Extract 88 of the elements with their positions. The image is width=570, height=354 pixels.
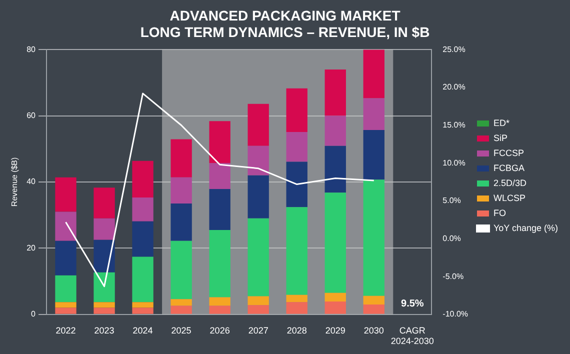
bar	[209, 297, 230, 306]
bar	[55, 275, 76, 302]
x-tick-label: 2027	[248, 325, 268, 336]
bar	[286, 207, 308, 295]
y2-tick-label: 15.0%	[442, 120, 466, 130]
y-tick-label: 60	[26, 111, 36, 120]
legend-label: ED*	[494, 118, 510, 128]
bar	[170, 306, 192, 314]
legend-label: FCCSP	[494, 148, 524, 158]
bar	[132, 256, 154, 302]
bar	[248, 104, 269, 146]
x-tick-label: 2022	[56, 325, 76, 336]
bar	[286, 162, 308, 208]
y2-tick-label: 25.0%	[442, 44, 466, 54]
bar	[363, 296, 384, 304]
bar	[170, 204, 192, 241]
bar	[132, 221, 154, 257]
bar	[132, 308, 154, 314]
y2-tick-label: -10.0%	[442, 310, 468, 319]
bar	[286, 294, 308, 302]
legend-label: WLCSP	[494, 192, 526, 203]
bar	[324, 292, 346, 302]
legend-label: FCBGA	[494, 162, 525, 173]
bar	[286, 302, 308, 314]
bar	[209, 306, 230, 314]
bar	[94, 240, 115, 272]
bar	[324, 192, 346, 293]
legend-label: 2.5D/3D	[494, 178, 528, 188]
bar	[286, 88, 308, 132]
x-tick-label: CAGR 2024-2030	[390, 325, 434, 346]
bar	[248, 175, 269, 218]
bar	[248, 218, 269, 296]
x-tick-label: 2023	[94, 325, 114, 336]
bar	[324, 69, 346, 116]
bar	[324, 301, 346, 314]
y2-tick-label: -5.0%	[442, 272, 464, 281]
y2-tick-label: 5.0%	[442, 196, 461, 206]
bar	[94, 218, 115, 240]
bar	[209, 121, 230, 164]
x-tick-label: 2029	[325, 325, 346, 336]
y-tick-label: 0	[31, 310, 36, 319]
bar	[170, 240, 192, 300]
bar	[55, 302, 76, 308]
bar	[363, 180, 384, 296]
bar	[170, 177, 192, 204]
bar	[55, 177, 76, 212]
bar	[94, 188, 115, 218]
x-tick-label: 2026	[210, 325, 230, 336]
y-axis-title: Revenue ($B)	[10, 156, 20, 207]
bar	[209, 230, 230, 298]
bar	[94, 308, 115, 314]
y-tick-label: 80	[26, 44, 36, 54]
bar	[363, 50, 384, 98]
bar	[209, 188, 230, 230]
y2-tick-label: 0.0%	[442, 234, 461, 243]
x-tick-label: 2025	[171, 325, 192, 336]
bar	[55, 240, 76, 276]
bar	[94, 272, 115, 302]
bar	[94, 302, 115, 308]
bar	[248, 146, 269, 176]
bar	[286, 132, 308, 162]
bar	[55, 212, 76, 241]
legend-label: SiP	[494, 132, 508, 143]
y2-tick-label: 20.0%	[442, 82, 466, 92]
bar	[248, 305, 269, 314]
bar	[132, 160, 154, 198]
x-tick-label: 2028	[286, 325, 307, 336]
bar	[324, 146, 346, 193]
bar	[363, 130, 384, 180]
y-tick-label: 40	[26, 177, 36, 186]
bar	[132, 198, 154, 222]
legend-label: YoY change (%)	[494, 222, 558, 233]
bar	[132, 302, 154, 308]
bar	[170, 299, 192, 306]
y2-tick-label: 10.0%	[442, 158, 466, 168]
bar	[55, 308, 76, 314]
bar	[324, 116, 346, 146]
bar	[170, 139, 192, 178]
bar	[209, 163, 230, 189]
y-tick-label: 20	[26, 243, 36, 252]
bar	[363, 98, 384, 130]
annotation: 9.5%	[400, 298, 424, 310]
bar	[363, 304, 384, 314]
chart-title: ADVANCED PACKAGING MARKET LONG TERM DYNAMICS – REVENUE, IN $B	[140, 7, 430, 40]
bar	[248, 296, 269, 306]
x-tick-label: 2024	[132, 325, 153, 336]
legend-label: FO	[494, 208, 506, 218]
x-tick-label: 2030	[364, 325, 384, 336]
